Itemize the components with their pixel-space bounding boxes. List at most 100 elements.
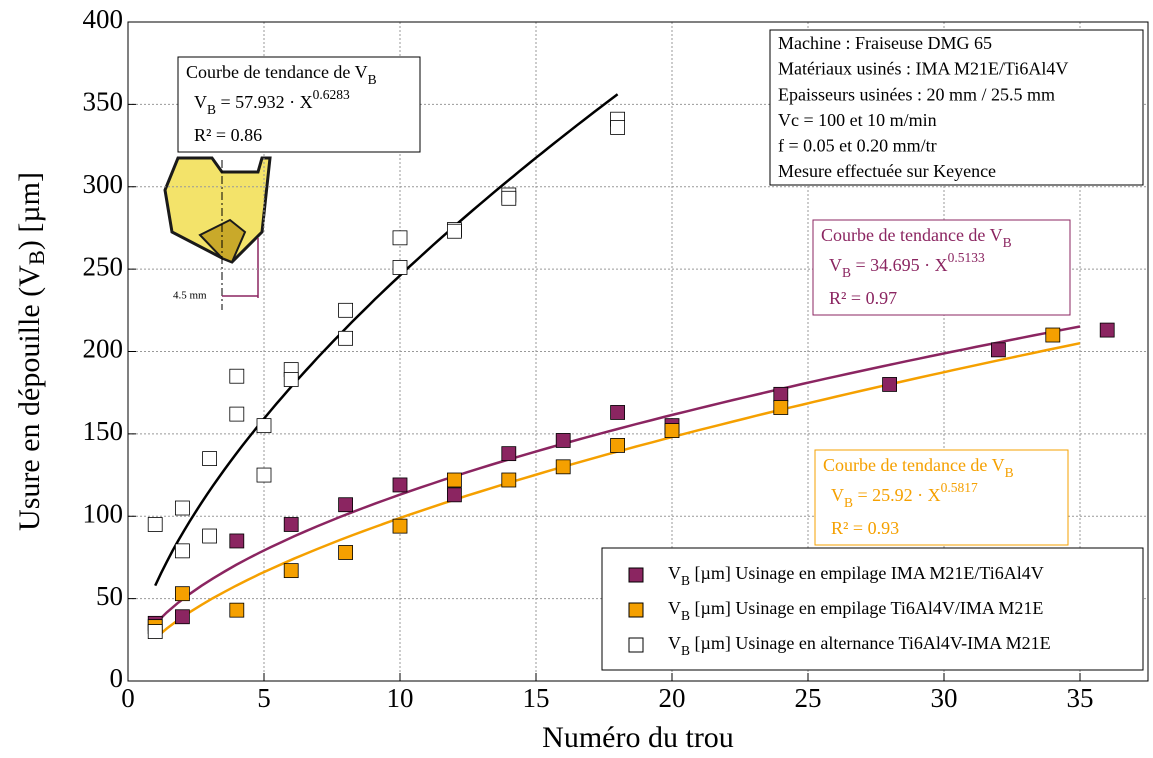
point [202, 528, 218, 544]
point [773, 400, 789, 415]
trend-box [177, 56, 421, 153]
text-part: R² = [831, 518, 868, 538]
text-part: B [24, 250, 49, 265]
text-part: 0.5133 [948, 250, 985, 265]
point [392, 230, 408, 246]
x-axis-label: Numéro du trou [542, 721, 734, 754]
text-part: V [668, 563, 681, 583]
point [202, 451, 218, 466]
trend-r2: R² = 0.97 [829, 288, 897, 308]
x-tick-label: 15 [523, 683, 550, 713]
info-line: Matériaux usinés : IMA M21E/Ti6Al4V [778, 59, 1068, 79]
point [1099, 322, 1115, 338]
text-part: B [681, 573, 690, 588]
point [392, 518, 408, 534]
y-tick-label: 250 [83, 251, 124, 281]
text-part: Courbe de tendance de V [186, 62, 368, 82]
text-part: [µm] Usinage en empilage IMA M21E/Ti6Al4… [690, 563, 1044, 583]
point [229, 368, 245, 384]
text-part: Courbe de tendance de V [821, 225, 1003, 245]
trend-equation: VB = 57.932 · X0.6283 [194, 87, 350, 117]
point [174, 543, 190, 559]
y-tick-label: 200 [83, 334, 124, 364]
text-part: V [668, 633, 681, 653]
text-part: 57.932 [235, 92, 285, 112]
x-tick-label: 0 [121, 683, 135, 713]
text-part: 0.97 [866, 288, 898, 308]
trend-line [154, 325, 1081, 625]
text-part: B [207, 102, 216, 117]
point [446, 472, 462, 488]
point [991, 342, 1006, 358]
x-tick-label: 5 [257, 683, 271, 713]
point [147, 517, 163, 532]
x-tick-label: 10 [387, 683, 414, 713]
text-part: 0.5817 [941, 480, 978, 495]
info-line: Vc = 100 et 10 m/min [778, 110, 937, 130]
point [773, 386, 789, 402]
text-part: ) [µm] [13, 172, 46, 250]
point [174, 500, 190, 516]
trend-box [814, 449, 1069, 546]
trend-title: Courbe de tendance de VB [186, 62, 377, 87]
info-line: Mesure effectuée sur Keyence [778, 161, 996, 181]
trend-equation: VB = 25.92 · X0.5817 [831, 480, 978, 510]
point [664, 423, 680, 438]
y-tick-label: 350 [83, 87, 124, 117]
point [446, 487, 462, 503]
point [147, 624, 163, 639]
text-part: B [681, 608, 690, 623]
y-axis-label: Usure en dépouille (VB) [µm] [13, 172, 49, 531]
point [501, 446, 517, 462]
trend-title: Courbe de tendance de VB [823, 455, 1014, 480]
text-part: · X [285, 92, 313, 112]
legend-label: VB [µm] Usinage en empilage IMA M21E/Ti6… [668, 563, 1044, 588]
info-box [769, 29, 1144, 186]
legend-marker [628, 567, 644, 583]
text-part: B [681, 643, 690, 658]
text-part: = [216, 92, 235, 112]
text-part: 25.92 [872, 485, 913, 505]
trend-line [154, 93, 619, 587]
point [392, 260, 408, 275]
point [229, 406, 245, 422]
text-part: Courbe de tendance de V [823, 455, 1005, 475]
point [446, 223, 462, 239]
text-part: V [829, 255, 842, 275]
point [610, 120, 625, 135]
point [555, 459, 571, 475]
y-tick-label: 150 [83, 416, 124, 446]
point [283, 372, 299, 387]
x-tick-label: 25 [795, 683, 822, 713]
y-tick-label: 50 [96, 581, 123, 611]
point [283, 517, 299, 532]
tool-dimension: 4.5 mm [173, 290, 207, 302]
point [229, 533, 245, 549]
legend-label: VB [µm] Usinage en alternance Ti6Al4V-IM… [668, 633, 1051, 658]
text-part: 34.695 [870, 255, 920, 275]
point [882, 377, 897, 392]
legend-marker [628, 637, 644, 653]
plot-frame [127, 21, 1149, 682]
point [501, 190, 517, 206]
text-part: = [851, 255, 870, 275]
point [283, 563, 299, 579]
point [256, 418, 272, 434]
text-part: 0.93 [868, 518, 900, 538]
trend-r2: R² = 0.93 [831, 518, 899, 538]
point [1045, 327, 1061, 343]
text-part: 0.6283 [313, 87, 350, 102]
point [392, 477, 408, 493]
text-part: · X [913, 485, 941, 505]
text-part: B [842, 265, 851, 280]
point [555, 433, 571, 448]
text-part: · X [920, 255, 948, 275]
trend-title: Courbe de tendance de VB [821, 225, 1012, 250]
x-tick-label: 30 [931, 683, 958, 713]
point [174, 609, 190, 625]
point [610, 438, 625, 453]
text-part: Usure en dépouille (V [13, 265, 46, 531]
text-part: V [194, 92, 207, 112]
point [229, 602, 245, 618]
